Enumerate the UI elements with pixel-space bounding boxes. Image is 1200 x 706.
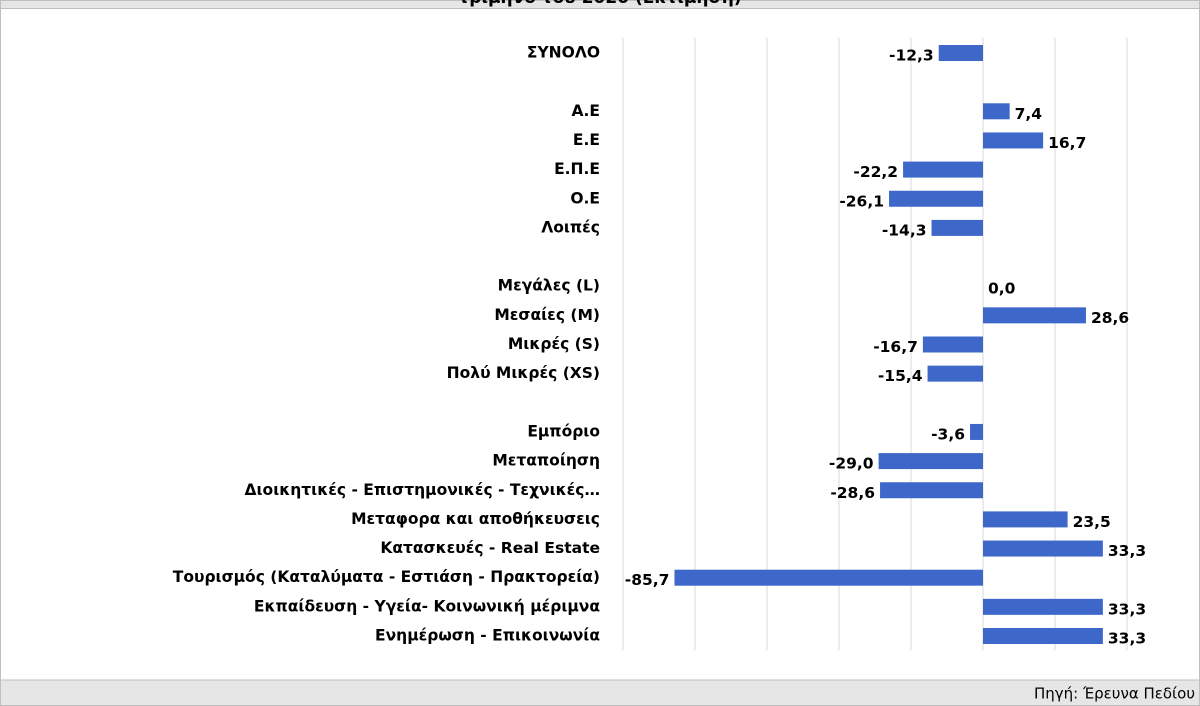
category-label: Μεγάλες (L)	[498, 277, 600, 295]
data-label: -12,3	[889, 47, 934, 65]
bar	[970, 423, 983, 440]
data-label: 7,4	[1015, 105, 1043, 123]
bar	[983, 307, 1086, 324]
category-label: Α.Ε	[572, 102, 600, 120]
footer-band	[0, 679, 1200, 706]
data-label: 23,5	[1073, 513, 1111, 531]
category-label: ΣΥΝΟΛΟ	[527, 44, 600, 62]
data-label: 16,7	[1048, 134, 1086, 152]
category-label: Ε.Π.Ε	[554, 160, 600, 178]
category-label: Διοικητικές - Επιστημονικές - Τεχνικές…	[245, 481, 600, 499]
category-label: Πολύ Μικρές (XS)	[447, 364, 600, 382]
bar	[878, 453, 983, 470]
bar	[983, 103, 1010, 120]
data-label: 33,3	[1108, 630, 1146, 648]
category-label: Ο.Ε	[570, 189, 600, 207]
category-label: Λοιπές	[541, 218, 600, 236]
category-label: Τουρισμός (Καταλύματα - Εστιάση - Πρακτο…	[173, 568, 600, 586]
bar	[903, 161, 983, 178]
data-label: -29,0	[829, 455, 874, 473]
data-label: 28,6	[1091, 309, 1129, 327]
bar	[889, 190, 983, 207]
category-label: Ε.Ε	[573, 131, 600, 149]
bar	[674, 569, 983, 586]
bar	[983, 511, 1068, 528]
bar	[983, 598, 1103, 615]
source: Πηγή: Έρευνα Πεδίου	[1034, 685, 1195, 703]
bar	[927, 365, 983, 382]
data-label: -15,4	[878, 367, 923, 385]
data-label: 33,3	[1108, 600, 1146, 618]
category-label: Εμπόριο	[527, 422, 600, 440]
data-label: -16,7	[873, 338, 918, 356]
data-label: -22,2	[853, 163, 898, 181]
data-label: -85,7	[625, 571, 670, 589]
bar	[983, 540, 1103, 557]
bar	[931, 219, 983, 236]
bar	[983, 628, 1103, 644]
data-label: -3,6	[931, 425, 965, 443]
category-label: Μεταποίηση	[492, 452, 600, 470]
data-label: -14,3	[882, 221, 927, 239]
bar	[983, 132, 1044, 149]
category-label: Κατασκευές - Real Estate	[380, 539, 600, 557]
bar	[922, 336, 983, 353]
bar	[880, 482, 983, 499]
data-label: -26,1	[839, 192, 884, 210]
data-label: -28,6	[830, 484, 875, 502]
category-label: Μικρές (S)	[508, 335, 600, 353]
category-label: Μεταφορα και αποθήκευσεις	[351, 510, 600, 528]
category-label: Εκπαίδευση - Υγεία- Κοινωνική μέριμνα	[254, 597, 600, 615]
category-label: Ενημέρωση - Επικοινωνία	[375, 627, 600, 645]
category-label: Μεσαίες (M)	[494, 306, 600, 324]
bar	[938, 45, 983, 61]
chart-title: τρίμηνο του 2020 (Εκτίμηση)	[458, 0, 741, 8]
data-label: 33,3	[1108, 542, 1146, 560]
data-label: 0,0	[988, 280, 1016, 298]
